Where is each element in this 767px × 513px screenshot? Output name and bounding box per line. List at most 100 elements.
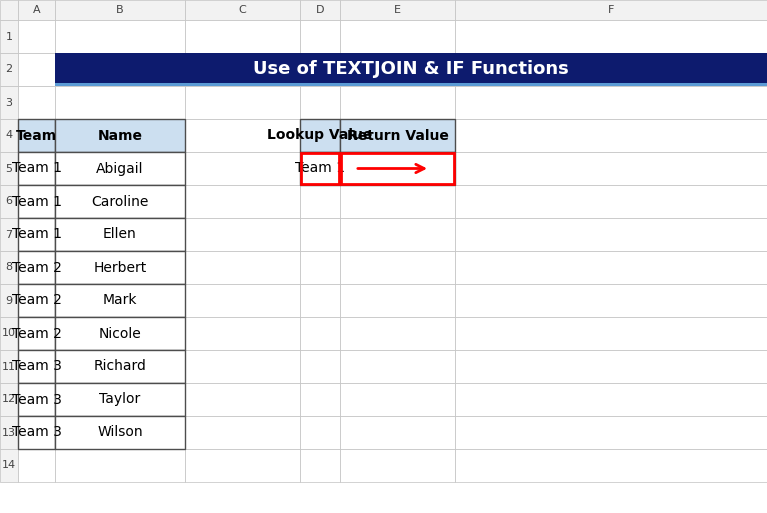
- Text: Team 2: Team 2: [12, 293, 61, 307]
- Bar: [300, 284, 340, 317]
- Bar: [55, 53, 767, 86]
- Text: 1: 1: [5, 31, 12, 42]
- Bar: [185, 317, 300, 350]
- Bar: [455, 449, 767, 482]
- Bar: [340, 383, 455, 416]
- Bar: [55, 317, 185, 350]
- Bar: [18, 317, 55, 350]
- Bar: [55, 218, 185, 251]
- Text: E: E: [394, 5, 401, 15]
- Bar: [0, 383, 18, 416]
- Bar: [300, 86, 340, 119]
- Text: Mark: Mark: [103, 293, 137, 307]
- Bar: [455, 416, 767, 449]
- Bar: [300, 185, 340, 218]
- Bar: [18, 86, 55, 119]
- Text: Team 2: Team 2: [12, 326, 61, 341]
- Bar: [55, 0, 185, 20]
- Text: B: B: [116, 5, 123, 15]
- Bar: [18, 449, 55, 482]
- Bar: [340, 20, 455, 53]
- Bar: [455, 218, 767, 251]
- Text: Richard: Richard: [94, 360, 146, 373]
- Text: Herbert: Herbert: [94, 261, 146, 274]
- Bar: [55, 383, 185, 416]
- Bar: [18, 218, 55, 251]
- Text: 4: 4: [5, 130, 12, 141]
- Bar: [0, 152, 18, 185]
- Bar: [0, 416, 18, 449]
- Bar: [340, 185, 455, 218]
- Bar: [340, 284, 455, 317]
- Bar: [18, 185, 55, 218]
- Bar: [18, 185, 55, 218]
- Bar: [18, 119, 55, 152]
- Bar: [185, 0, 300, 20]
- Bar: [340, 119, 455, 152]
- Bar: [185, 218, 300, 251]
- Text: D: D: [316, 5, 324, 15]
- Bar: [0, 284, 18, 317]
- Text: Team 1: Team 1: [295, 162, 345, 175]
- Bar: [340, 449, 455, 482]
- Bar: [300, 20, 340, 53]
- Bar: [185, 449, 300, 482]
- Text: 6: 6: [5, 196, 12, 207]
- Text: 8: 8: [5, 263, 12, 272]
- Bar: [340, 0, 455, 20]
- Bar: [18, 284, 55, 317]
- Bar: [0, 185, 18, 218]
- Bar: [455, 350, 767, 383]
- Bar: [185, 20, 300, 53]
- Bar: [55, 449, 185, 482]
- Bar: [455, 86, 767, 119]
- Bar: [55, 185, 185, 218]
- Bar: [301, 153, 339, 184]
- Bar: [340, 53, 455, 86]
- Bar: [18, 383, 55, 416]
- Bar: [55, 119, 185, 152]
- Bar: [0, 53, 18, 86]
- Bar: [300, 383, 340, 416]
- Bar: [55, 284, 185, 317]
- Bar: [185, 416, 300, 449]
- Bar: [300, 53, 340, 86]
- Bar: [55, 119, 185, 152]
- Bar: [18, 251, 55, 284]
- Bar: [18, 251, 55, 284]
- Bar: [55, 83, 767, 86]
- Bar: [300, 0, 340, 20]
- Bar: [340, 317, 455, 350]
- Text: 9: 9: [5, 295, 12, 306]
- Bar: [455, 0, 767, 20]
- Bar: [185, 119, 300, 152]
- Bar: [455, 119, 767, 152]
- Text: 10: 10: [2, 328, 16, 339]
- Bar: [55, 317, 185, 350]
- Bar: [18, 383, 55, 416]
- Bar: [300, 317, 340, 350]
- Text: Name: Name: [97, 128, 143, 143]
- Text: Nicole: Nicole: [99, 326, 141, 341]
- Bar: [18, 350, 55, 383]
- Bar: [0, 449, 18, 482]
- Text: Wilson: Wilson: [97, 425, 143, 440]
- Bar: [340, 350, 455, 383]
- Bar: [341, 153, 454, 184]
- Bar: [55, 86, 185, 119]
- Bar: [18, 20, 55, 53]
- Bar: [185, 86, 300, 119]
- Bar: [340, 251, 455, 284]
- Bar: [18, 350, 55, 383]
- Bar: [0, 350, 18, 383]
- Text: 5: 5: [5, 164, 12, 173]
- Text: Use of TEXTJOIN & IF Functions: Use of TEXTJOIN & IF Functions: [253, 61, 569, 78]
- Bar: [18, 152, 55, 185]
- Bar: [18, 0, 55, 20]
- Text: 11: 11: [2, 362, 16, 371]
- Bar: [55, 251, 185, 284]
- Text: A: A: [33, 5, 41, 15]
- Bar: [455, 20, 767, 53]
- Text: Team 3: Team 3: [12, 392, 61, 406]
- Bar: [0, 218, 18, 251]
